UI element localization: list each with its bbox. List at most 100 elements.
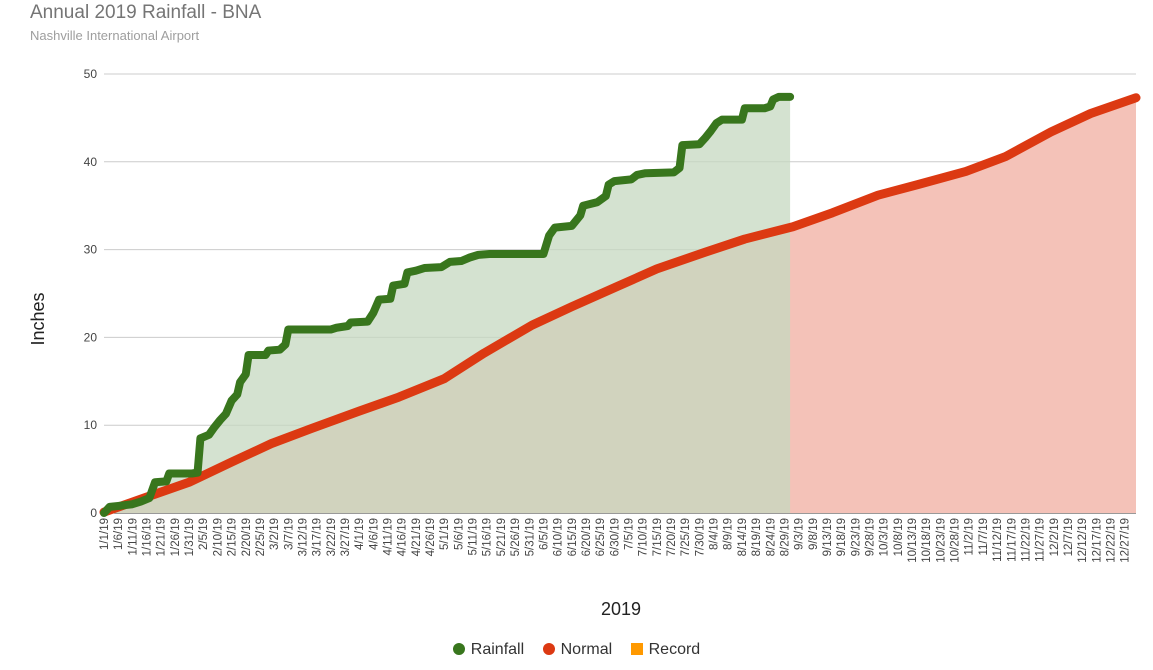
x-tick-label: 1/16/19 [142,518,154,556]
x-tick-label: 7/10/19 [638,518,650,556]
x-tick-label: 12/27/19 [1120,518,1132,563]
x-tick-label: 9/13/19 [822,518,834,556]
x-tick-label: 11/2/19 [964,518,976,556]
x-tick-label: 12/22/19 [1105,518,1117,563]
x-tick-label: 5/11/19 [468,518,480,556]
x-tick-label: 6/25/19 [595,518,607,556]
y-axis-ticks: 0 10 20 30 40 50 [84,67,98,520]
legend-label-rainfall: Rainfall [470,641,525,658]
x-tick-label: 5/6/19 [453,518,465,550]
x-tick-label: 10/23/19 [935,518,947,563]
x-tick-label: 1/21/19 [156,518,168,556]
x-tick-label: 10/3/19 [879,518,891,556]
x-tick-label: 1/26/19 [170,518,182,556]
x-tick-label: 5/31/19 [524,518,536,556]
x-tick-label: 5/16/19 [482,518,494,556]
x-tick-label: 10/13/19 [907,518,919,563]
x-tick-label: 2/15/19 [227,518,239,556]
x-axis-ticks: 1/1/19 1/6/19 1/11/19 1/16/19 1/21/19 1/26/19… [99,518,1132,563]
y-tick-label: 20 [84,330,98,344]
x-tick-label: 12/17/19 [1091,518,1103,563]
x-tick-label: 4/21/19 [411,518,423,556]
x-tick-label: 10/8/19 [893,518,905,556]
x-tick-label: 6/15/19 [567,518,579,556]
x-tick-label: 11/7/19 [978,518,990,556]
y-tick-label: 10 [84,418,98,432]
x-tick-label: 6/20/19 [581,518,593,556]
x-tick-label: 8/19/19 [751,518,763,556]
y-tick-label: 40 [84,155,98,169]
x-tick-label: 1/31/19 [184,518,196,556]
x-tick-label: 9/23/19 [850,518,862,556]
x-tick-label: 1/1/19 [99,518,111,550]
legend-swatch-normal [542,643,555,655]
x-tick-label: 8/24/19 [765,518,777,556]
x-tick-label: 5/21/19 [496,518,508,556]
legend-swatch-record [630,643,643,655]
x-tick-label: 9/3/19 [794,518,806,550]
series-areas [104,96,1136,514]
x-tick-label: 3/12/19 [297,518,309,556]
x-tick-label: 4/1/19 [354,518,366,550]
x-tick-label: 12/7/19 [1063,518,1075,556]
x-tick-label: 12/12/19 [1077,518,1089,563]
x-tick-label: 1/6/19 [113,518,125,550]
line-rainfall [100,92,795,517]
x-tick-label: 7/25/19 [680,518,692,556]
legend-item-rainfall[interactable]: Rainfall [452,641,525,659]
x-tick-label: 7/30/19 [694,518,706,556]
x-tick-label: 6/30/19 [609,518,621,556]
x-tick-label: 7/20/19 [666,518,678,556]
x-tick-label: 8/29/19 [779,518,791,556]
legend-item-normal[interactable]: Normal [542,641,613,659]
x-tick-label: 8/14/19 [737,518,749,556]
legend-label-normal: Normal [560,641,613,658]
x-tick-label: 3/7/19 [283,518,295,550]
legend: Rainfall Normal Record [0,641,1153,659]
x-tick-label: 3/2/19 [269,518,281,550]
x-tick-label: 9/8/19 [808,518,820,550]
line-normal [99,93,1141,517]
x-tick-label: 3/27/19 [340,518,352,556]
area-rainfall [104,96,791,513]
y-tick-label: 0 [90,506,97,520]
series-lines [99,92,1141,517]
x-tick-label: 8/9/19 [723,518,735,550]
x-axis-title: 2019 [601,599,641,619]
x-tick-label: 4/16/19 [397,518,409,556]
x-tick-label: 11/27/19 [1035,518,1047,562]
legend-label-record: Record [648,641,701,658]
chart-title: Annual 2019 Rainfall - BNA [30,2,262,23]
x-tick-label: 7/15/19 [652,518,664,556]
x-tick-label: 11/17/19 [1006,518,1018,562]
x-tick-label: 12/2/19 [1049,518,1061,556]
x-tick-label: 9/18/19 [836,518,848,556]
x-tick-label: 6/5/19 [538,518,550,550]
x-tick-label: 2/20/19 [241,518,253,556]
x-tick-label: 1/11/19 [127,518,139,556]
x-tick-label: 10/18/19 [921,518,933,563]
x-tick-label: 7/5/19 [624,518,636,550]
x-tick-label: 6/10/19 [553,518,565,556]
x-tick-label: 11/12/19 [992,518,1004,562]
x-tick-label: 2/25/19 [255,518,267,556]
x-tick-label: 10/28/19 [950,518,962,563]
x-tick-label: 8/4/19 [709,518,721,550]
x-tick-label: 2/5/19 [198,518,210,550]
x-tick-label: 5/26/19 [510,518,522,556]
y-tick-label: 30 [84,243,98,257]
legend-swatch-rainfall [452,643,465,655]
y-axis-title: Inches [28,292,48,345]
x-tick-label: 3/22/19 [326,518,338,556]
legend-item-record[interactable]: Record [630,641,701,659]
x-tick-label: 4/26/19 [425,518,437,556]
y-tick-label: 50 [84,67,98,81]
x-tick-label: 4/6/19 [368,518,380,550]
chart-subtitle: Nashville International Airport [30,28,200,43]
x-tick-label: 4/11/19 [383,518,395,556]
x-tick-label: 11/22/19 [1020,518,1032,562]
x-tick-label: 2/10/19 [212,518,224,556]
x-tick-label: 9/28/19 [864,518,876,556]
x-tick-label: 3/17/19 [312,518,324,556]
